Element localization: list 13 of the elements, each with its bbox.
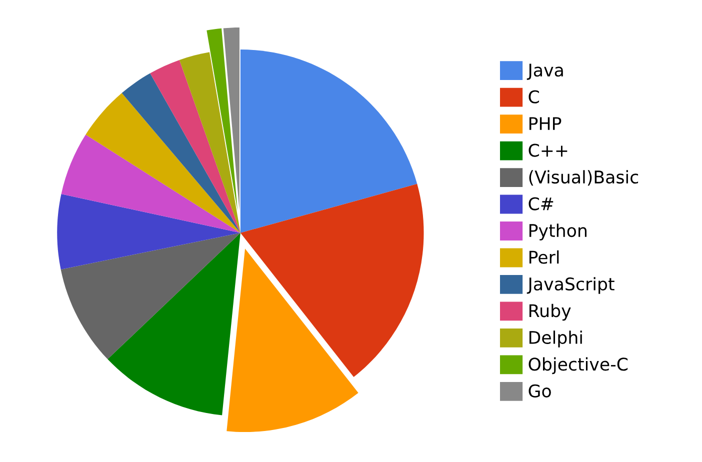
legend-label: PHP: [529, 117, 562, 130]
legend-label: Ruby: [529, 304, 571, 321]
legend-label: Python: [529, 224, 586, 240]
legend-label: Java: [526, 64, 563, 80]
legend-label: C++: [528, 144, 568, 157]
legend-label: C: [528, 90, 539, 104]
legend-label: JavaScript: [526, 277, 614, 294]
legend-label: Delphi: [529, 330, 582, 348]
legend-label: Objective-C: [528, 357, 628, 374]
legend-label: Go: [528, 384, 551, 398]
legend-label: C#: [528, 197, 554, 210]
legend-label: (Visual)Basic: [529, 170, 638, 186]
legend-label: Perl: [529, 250, 559, 264]
